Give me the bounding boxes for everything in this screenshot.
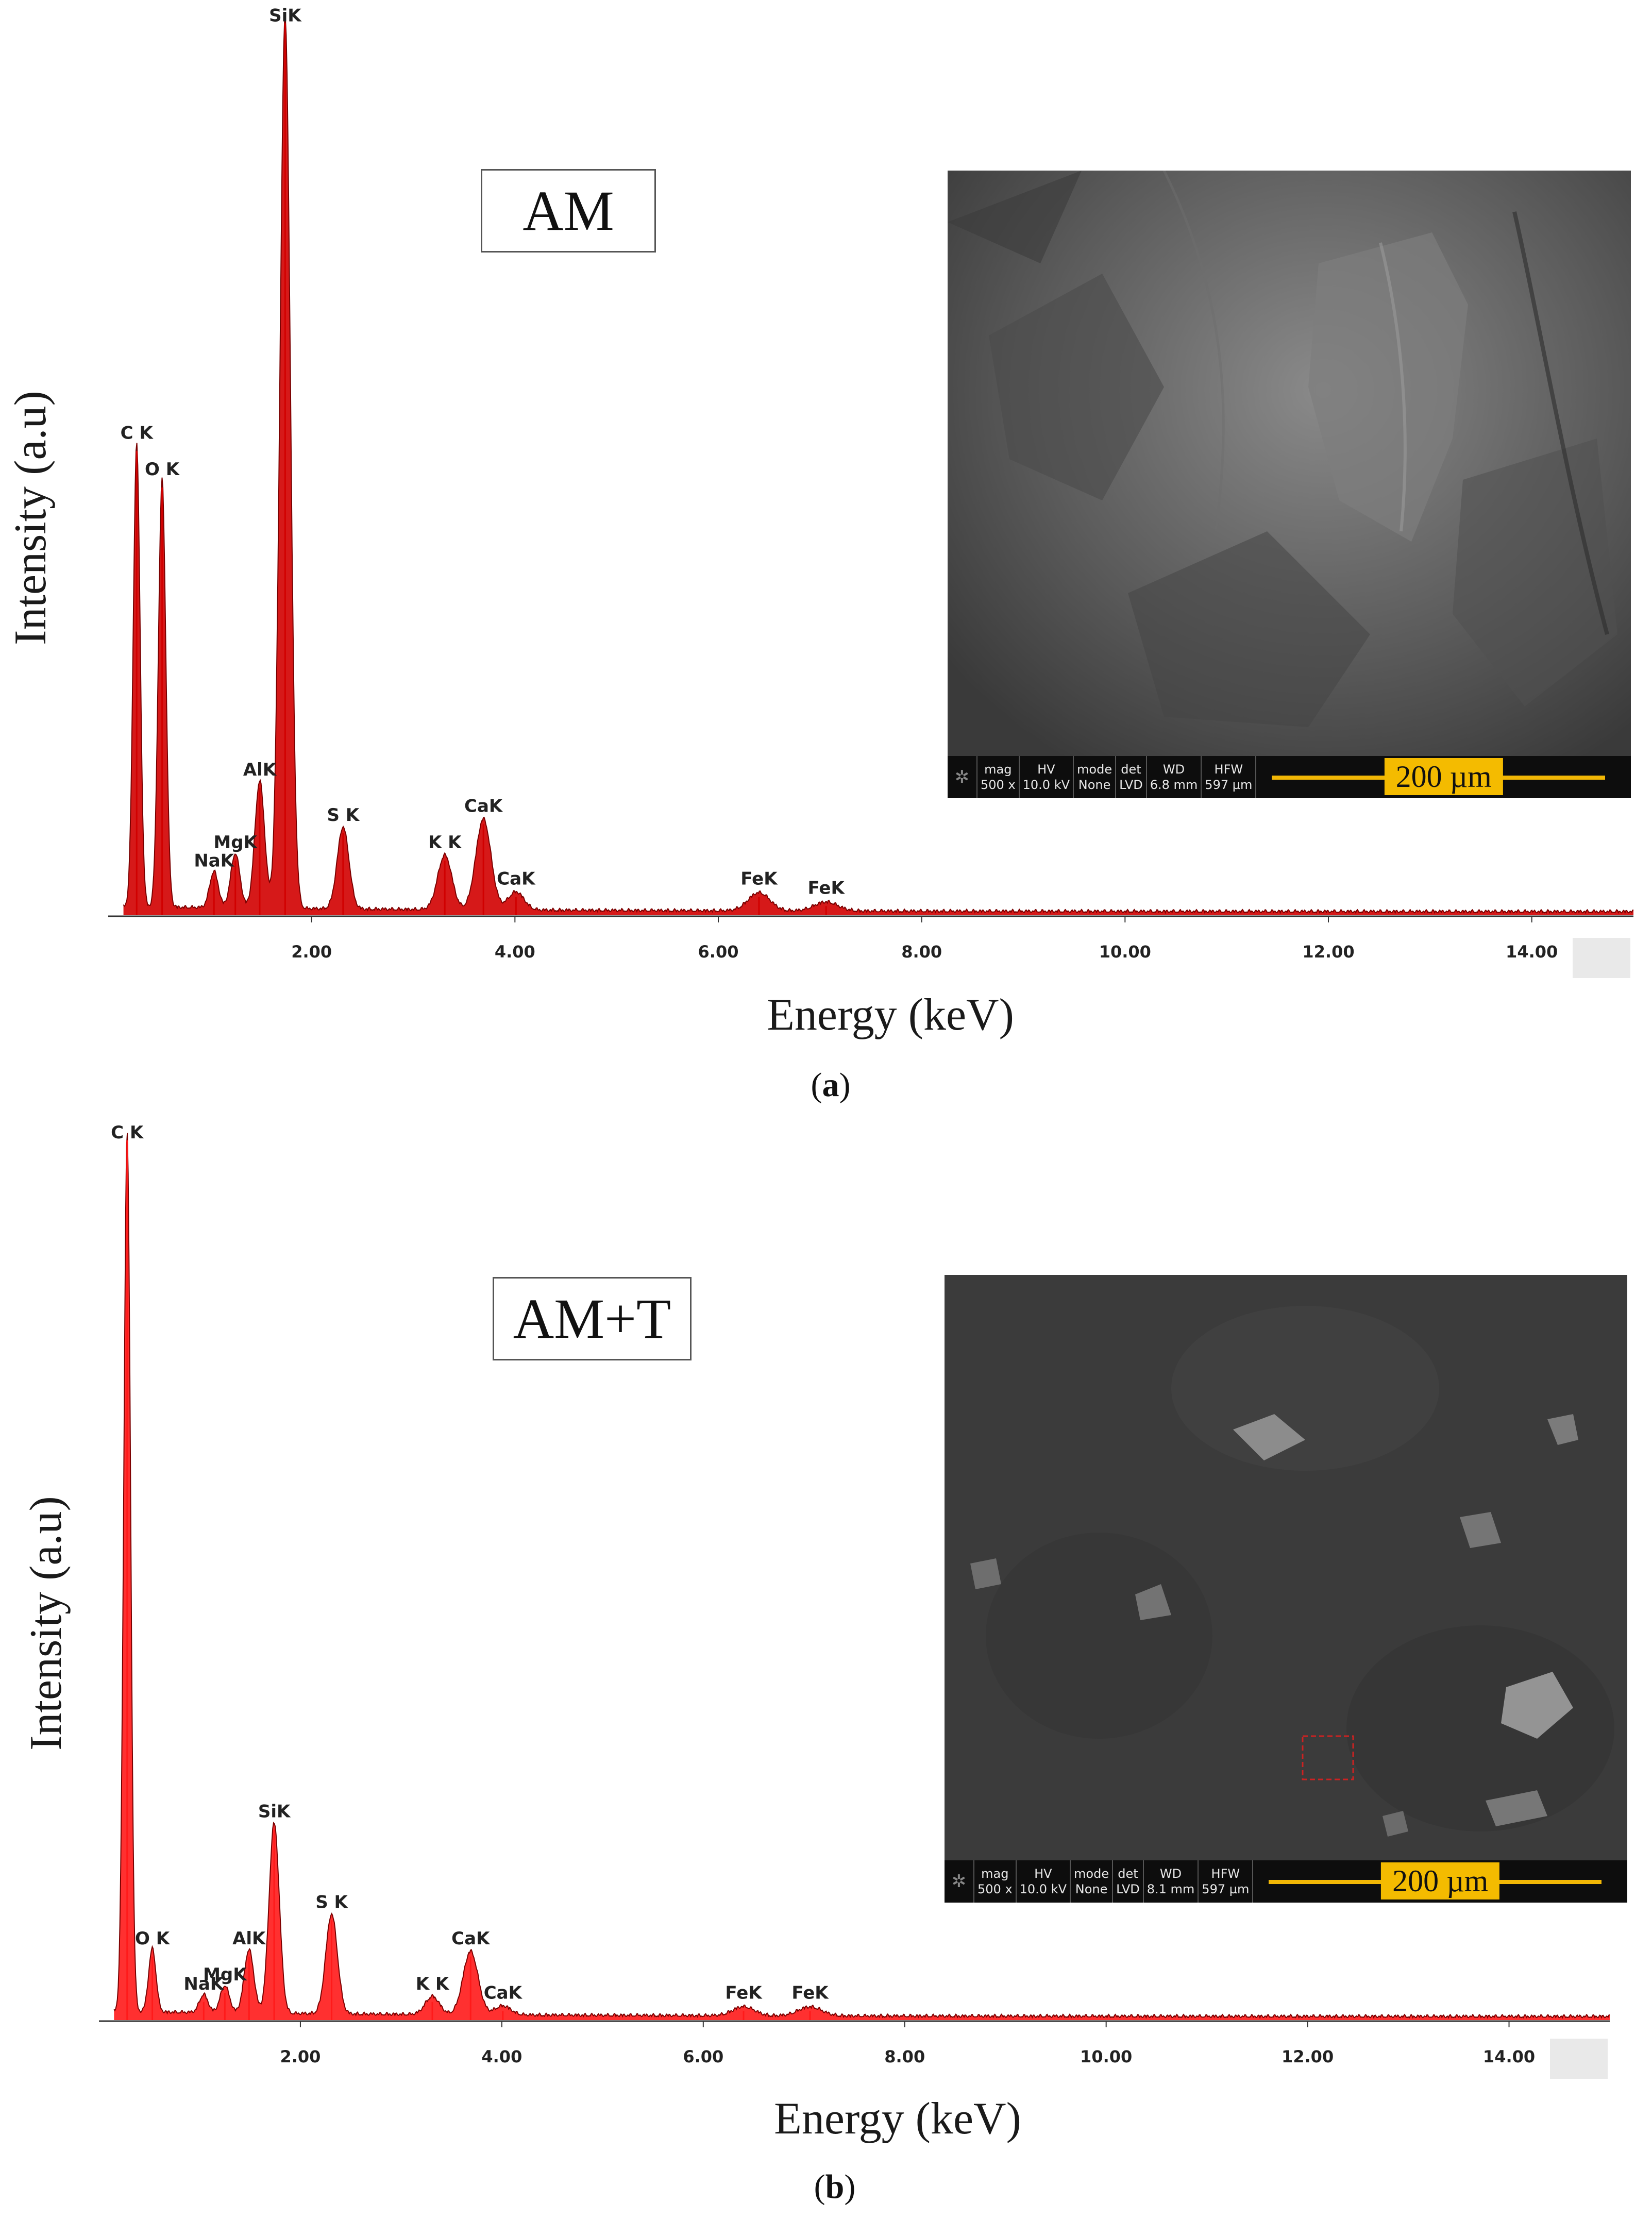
peak-label: C K <box>121 423 154 443</box>
edx-spectrum-chart-a: 2.00 4.00 6.00 8.00 10.00 12.00 14.00 C K O K Na… <box>6 5 1634 1040</box>
x-axis <box>108 915 1633 978</box>
x-tick-label: 6.00 <box>683 2047 723 2066</box>
scale-bar-label: 200 µm <box>1381 1862 1500 1899</box>
spectrum-marks <box>123 18 1634 915</box>
spectrum-line <box>123 18 1634 915</box>
peak-label: CaK <box>451 1928 491 1949</box>
x-axis-label: Energy (keV) <box>774 2094 1021 2144</box>
sem-det: det LVD <box>1113 1860 1144 1903</box>
sem-mag: mag 500 x <box>974 1860 1017 1903</box>
peak-label: NaK <box>183 1974 224 1994</box>
x-tick-label: 4.00 <box>495 942 535 962</box>
peak-label: SiK <box>269 5 302 26</box>
axis-end-box <box>1550 2039 1608 2079</box>
peak-label: CaK <box>484 1982 523 2003</box>
spectrum-area <box>123 18 1633 915</box>
edx-spectrum-chart-b: 2.00 4.00 6.00 8.00 10.00 12.00 14.00 C K O K Na… <box>21 1122 1610 2144</box>
x-tick-label: 10.00 <box>1099 942 1151 962</box>
sem-info-bar: ✲ mag 500 x HV 10.0 kV mode None det LVD WD 6… <box>948 756 1631 798</box>
x-tick-label: 12.00 <box>1302 942 1354 962</box>
panel-label-a: (a) <box>811 1066 851 1104</box>
peak-label: K K <box>428 832 462 853</box>
sem-hfw: HFW 597 µm <box>1202 756 1257 798</box>
x-tick-label: 6.00 <box>698 942 739 962</box>
sem-logo-icon: ✲ <box>945 1860 974 1903</box>
x-tick-label: 8.00 <box>884 2047 925 2066</box>
x-axis <box>99 2020 1610 2079</box>
sem-logo-icon: ✲ <box>948 756 977 798</box>
sem-micrograph: ✲ mag 500 x HV 10.0 kV mode None det LVD WD 8… <box>945 1275 1627 1903</box>
peak-label: MgK <box>203 1964 247 1985</box>
scale-bar-label: 200 µm <box>1384 758 1503 795</box>
x-axis-ticks: 2.00 4.00 6.00 8.00 10.00 12.00 14.00 <box>280 2021 1535 2066</box>
peak-label: CaK <box>464 796 503 816</box>
edx-panel-b: 2.00 4.00 6.00 8.00 10.00 12.00 14.00 C K O K Na… <box>0 1108 1652 2216</box>
peak-label: S K <box>315 1892 348 1912</box>
peak-label: AlK <box>243 760 277 780</box>
panel-label-b: (b) <box>814 2168 856 2206</box>
x-tick-label: 14.00 <box>1506 942 1558 962</box>
sem-info-bar: ✲ mag 500 x HV 10.0 kV mode None det LVD WD 8… <box>945 1860 1627 1903</box>
sem-scale-bar: 200 µm <box>1256 756 1631 798</box>
sem-hfw: HFW 597 µm <box>1199 1860 1254 1903</box>
peak-label: FeK <box>740 869 778 889</box>
sem-hv: HV 10.0 kV <box>1017 1860 1071 1903</box>
y-axis-label: Intensity (a.u) <box>6 391 56 645</box>
sem-micrograph: ✲ mag 500 x HV 10.0 kV mode None det LVD WD 6… <box>948 171 1631 798</box>
sem-mag: mag 500 x <box>977 756 1020 798</box>
x-tick-label: 4.00 <box>481 2047 522 2066</box>
peak-label: FeK <box>791 1982 829 2003</box>
x-tick-label: 10.00 <box>1080 2047 1132 2066</box>
sem-surface-image <box>948 171 1631 798</box>
peak-label: K K <box>416 1974 450 1994</box>
sem-scale-bar: 200 µm <box>1253 1860 1627 1903</box>
x-axis-label: Energy (keV) <box>767 990 1014 1040</box>
spectrum-marks <box>113 1133 1610 2020</box>
x-tick-label: 2.00 <box>291 942 332 962</box>
sem-wd: WD 6.8 mm <box>1147 756 1202 798</box>
y-axis-label: Intensity (a.u) <box>21 1496 71 1751</box>
x-tick-label: 12.00 <box>1282 2047 1334 2066</box>
peak-label: AlK <box>232 1928 266 1949</box>
sem-mode: mode None <box>1074 756 1117 798</box>
x-tick-label: 2.00 <box>280 2047 321 2066</box>
peak-label: SiK <box>258 1801 291 1822</box>
sem-det: det LVD <box>1116 756 1147 798</box>
sem-wd: WD 8.1 mm <box>1144 1860 1199 1903</box>
x-axis-ticks: 2.00 4.00 6.00 8.00 10.00 12.00 14.00 <box>291 916 1558 962</box>
peak-label: S K <box>327 805 360 826</box>
x-tick-label: 8.00 <box>901 942 942 962</box>
spectrum-line <box>113 1133 1610 2019</box>
peak-label: O K <box>145 459 180 480</box>
peak-label: FeK <box>725 1982 763 2003</box>
sem-mode: mode None <box>1071 1860 1114 1903</box>
peak-label: CaK <box>497 869 536 889</box>
x-tick-label: 14.00 <box>1483 2047 1535 2066</box>
peak-label: MgK <box>213 832 258 853</box>
edx-panel-a: 2.00 4.00 6.00 8.00 10.00 12.00 14.00 C K O K Na… <box>0 0 1652 1108</box>
peak-label: FeK <box>808 878 846 898</box>
sample-label-box: AM <box>481 169 656 253</box>
peak-label: NaK <box>194 850 234 871</box>
peak-label: C K <box>111 1122 144 1143</box>
sample-label-box: AM+T <box>493 1277 692 1360</box>
peak-label: O K <box>135 1928 171 1949</box>
sem-surface-image <box>945 1275 1627 1903</box>
axis-end-box <box>1573 938 1630 978</box>
sem-hv: HV 10.0 kV <box>1020 756 1074 798</box>
